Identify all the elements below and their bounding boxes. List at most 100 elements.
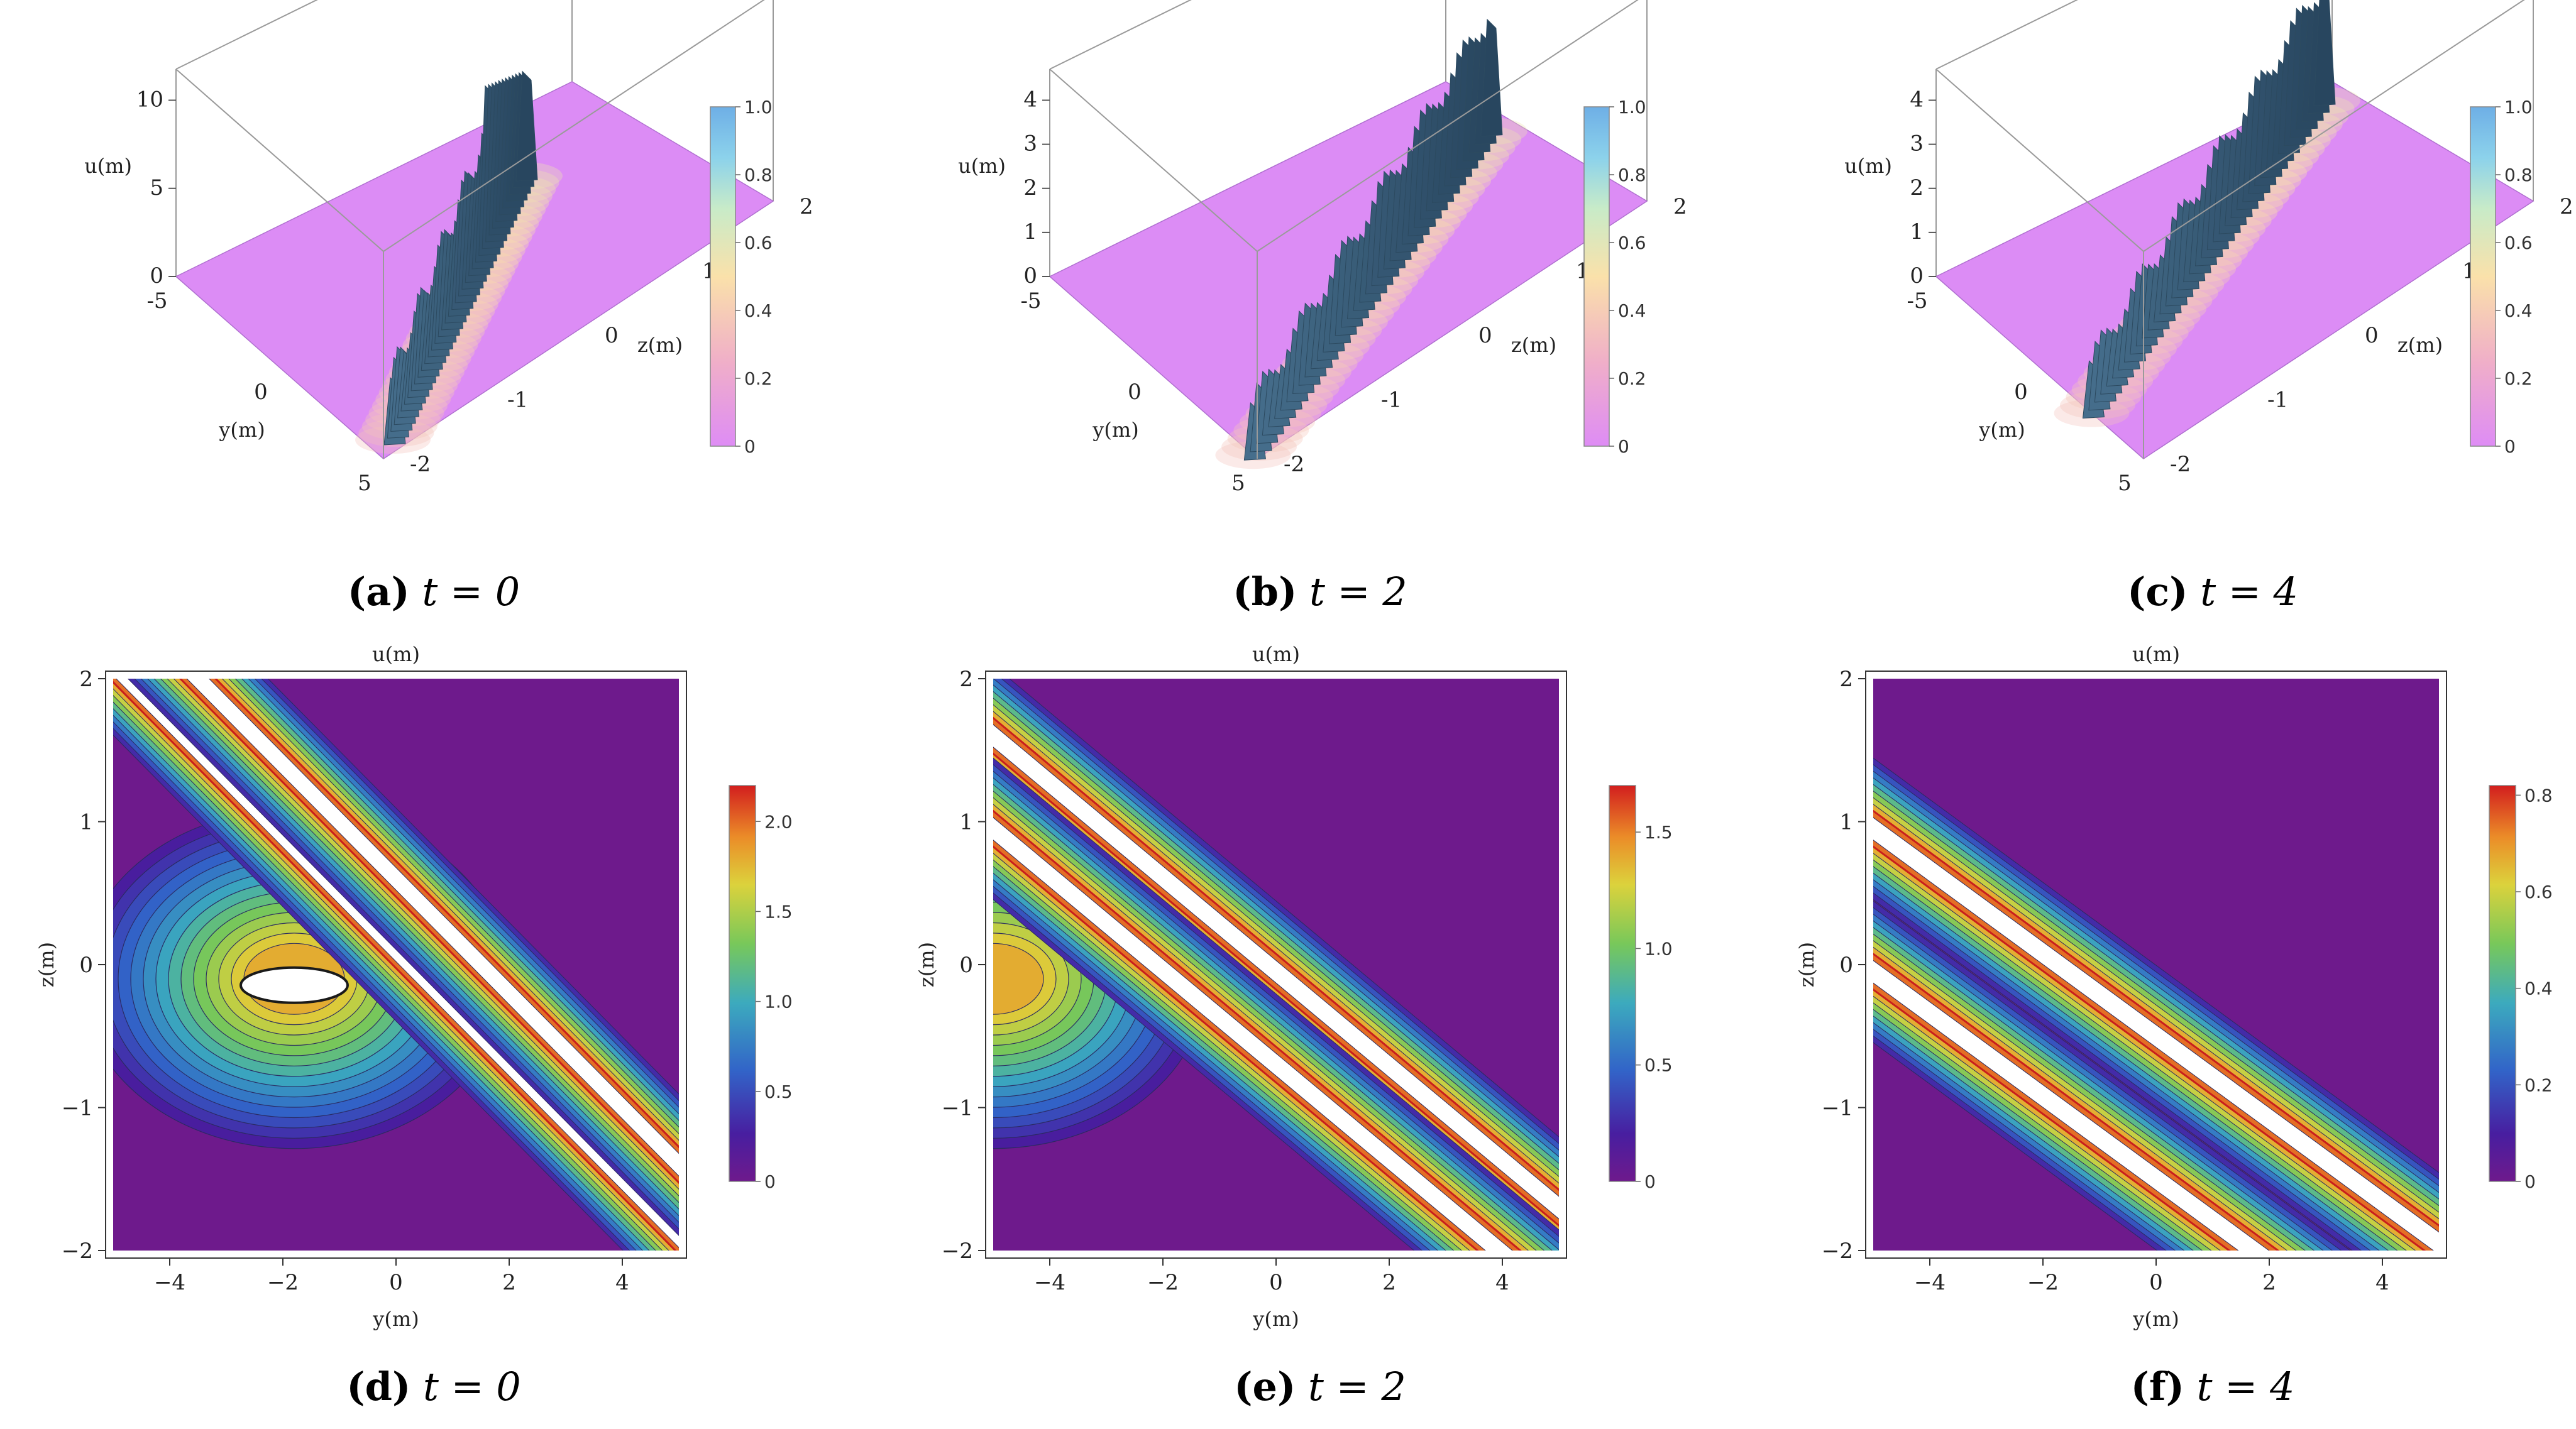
y-tick-label: 0 (2365, 323, 2379, 348)
y-tick-label: -2 (1284, 452, 1304, 477)
y-axis-label: z(m) (2397, 333, 2443, 357)
colorbar-tick-label: 0.6 (2504, 233, 2533, 253)
y-tick-label: −1 (62, 1096, 93, 1121)
x-tick-label: 0 (254, 380, 268, 405)
contour-plot-e: −4 −2 0 2 4 2 1 0 −1 −2 y(m) z(m) u(m) 0 0.5 1.0 1.5 (915, 642, 1673, 1331)
band-contour (127, 679, 679, 1236)
panel-d: −4 −2 0 2 4 2 1 0 −1 −2 y(m) z(m) u(m) 0 0.5 1.0 1.5 2.0 (25, 635, 811, 1339)
colorbar-tick-label: 1.0 (744, 97, 773, 118)
x-tick-label: −2 (267, 1270, 299, 1295)
band-contour (140, 679, 679, 1223)
box-edge (175, 0, 318, 70)
surface-ridge-strip (1480, 18, 1503, 137)
colorbar-tick-label: 0.8 (2524, 785, 2553, 806)
caption-label: (c) (2127, 569, 2188, 615)
x-tick-label: 4 (1495, 1270, 1509, 1295)
y-tick-label: 1 (1839, 810, 1853, 835)
y-tick-label: 2 (1839, 667, 1853, 692)
caption-label: (d) (346, 1364, 411, 1410)
y-tick-label: 0 (79, 953, 93, 978)
blob-contour (993, 943, 1044, 1015)
y-tick-label: 1 (959, 810, 973, 835)
x-axis-label: y(m) (1252, 1307, 1299, 1331)
surface-ridge-strip (2313, 0, 2336, 106)
colorbar-tick-label: 0.8 (744, 165, 773, 185)
colorbar (2489, 785, 2516, 1182)
colorbar (729, 785, 756, 1182)
x-tick-label: −2 (2027, 1270, 2059, 1295)
x-tick-label: -5 (1907, 288, 1927, 314)
panel-c: 0 1 2 3 4 u(m) -5 0 5 y(m) -2 -1 0 1 2 z(m) 0 0.2 0.4 0.6 0.… (1842, 0, 2573, 553)
colorbar-tick-label: 0 (2524, 1171, 2536, 1192)
caption-equation: t = 0 (423, 1364, 521, 1410)
x-tick-label: 5 (358, 471, 372, 496)
colorbar-tick-label: 0 (764, 1171, 776, 1192)
x-tick-label: 2 (502, 1270, 516, 1295)
band-contour (1873, 907, 2342, 1251)
y-tick-label: −2 (1822, 1239, 1853, 1264)
x-tick-label: -5 (1020, 288, 1041, 314)
z-axis-label: u(m) (1844, 154, 1892, 178)
z-tick-label: 10 (136, 87, 163, 112)
z-tick-label: 3 (1910, 131, 1924, 156)
band-contour (993, 817, 1513, 1251)
box-edge (1935, 0, 2078, 70)
caption-e: (e) t = 2 (1234, 1364, 1406, 1410)
caption-label: (b) (1233, 569, 1297, 615)
blob-core (239, 966, 349, 1004)
z-tick-label: 5 (150, 175, 163, 200)
z-tick-label: 1 (1910, 219, 1924, 244)
caption-d: (d) t = 0 (346, 1364, 520, 1410)
caption-b: (b) t = 2 (1233, 569, 1407, 615)
floor-plane (1935, 81, 2535, 459)
y-axis-label: z(m) (35, 942, 58, 987)
z-axis-label: u(m) (958, 154, 1006, 178)
colorbar-tick-label: 2.0 (764, 811, 793, 832)
y-tick-label: 2 (79, 667, 93, 692)
x-tick-label: 0 (1269, 1270, 1283, 1295)
colorbar-tick-label: 1.0 (2504, 97, 2533, 118)
colorbar-tick-label: 0 (744, 436, 756, 457)
x-tick-label: −2 (1147, 1270, 1179, 1295)
x-axis-label: y(m) (2132, 1307, 2179, 1331)
band-contour (160, 679, 679, 1203)
x-tick-label: -5 (146, 288, 167, 314)
band-contour (153, 679, 679, 1210)
x-tick-label: 4 (615, 1270, 629, 1295)
x-tick-label: 4 (2375, 1270, 2389, 1295)
band-contour (1873, 914, 2333, 1251)
colorbar-tick-label: 1.0 (1644, 938, 1673, 959)
y-tick-label: 2 (800, 194, 813, 219)
band-contour (1873, 960, 2270, 1251)
band-contour (173, 679, 679, 1190)
caption-label: (a) (347, 569, 410, 615)
contour-group (113, 679, 679, 1251)
caption-equation: t = 2 (1308, 1364, 1406, 1410)
y-tick-label: 2 (959, 667, 973, 692)
plot-title: u(m) (2132, 642, 2180, 666)
panel-b: 0 1 2 3 4 u(m) -5 0 5 y(m) -2 -1 0 1 2 z(m) 0 0.2 0.4 0.6 0.… (955, 0, 1687, 553)
colorbar-tick-label: 1.0 (764, 992, 793, 1012)
x-axis-label: y(m) (218, 418, 265, 442)
panel-e: −4 −2 0 2 4 2 1 0 −1 −2 y(m) z(m) u(m) 0 0.5 1.0 1.5 (905, 635, 1691, 1339)
y-tick-label: -1 (2267, 388, 2288, 413)
colorbar-tick-label: 0.2 (744, 368, 773, 389)
y-tick-label: -1 (1381, 388, 1402, 413)
x-tick-label: 2 (2262, 1270, 2276, 1295)
colorbar-tick-label: 0 (1644, 1171, 1656, 1192)
x-tick-label: 2 (1382, 1270, 1396, 1295)
colorbar-tick-label: 0.8 (2504, 165, 2533, 185)
band-contour (1873, 817, 2439, 1251)
band-contour (1873, 920, 2324, 1251)
band-contour (167, 679, 679, 1196)
surface-plot-a: 0510u(m)-505y(m)-2-1012z(m)00.20.40.60.8… (84, 0, 813, 496)
plot-title: u(m) (1252, 642, 1300, 666)
z-tick-label: 0 (150, 263, 163, 288)
contour-group (993, 679, 1559, 1251)
x-axis-label: y(m) (1978, 418, 2025, 442)
y-tick-label: 2 (2560, 194, 2573, 219)
z-tick-label: 3 (1023, 131, 1037, 156)
y-axis-label: z(m) (637, 333, 683, 357)
y-tick-label: −2 (942, 1239, 973, 1264)
